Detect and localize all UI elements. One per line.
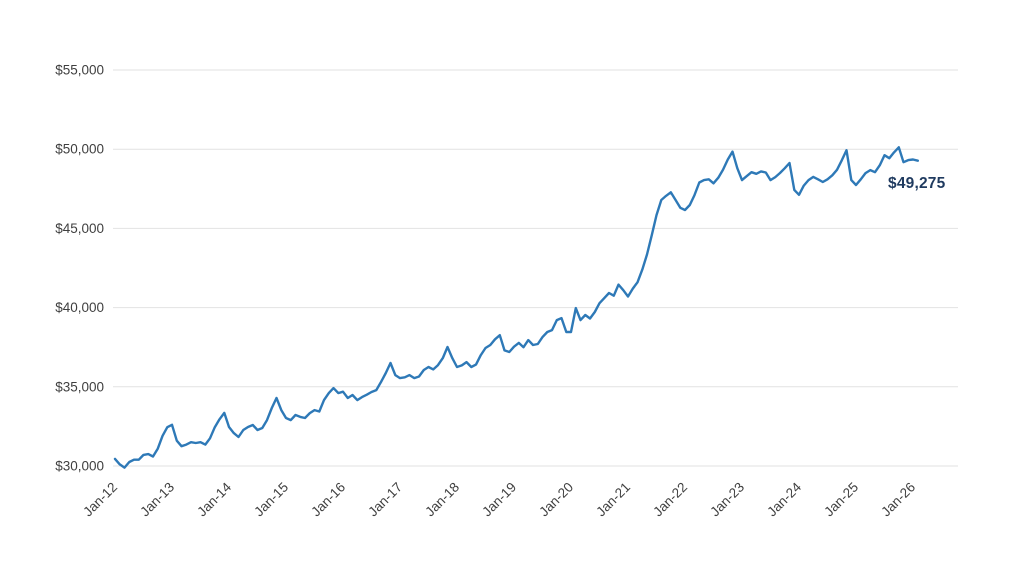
x-tick-label: Jan-26 [878,480,918,520]
x-tick-label: Jan-23 [707,480,747,520]
y-tick-label: $50,000 [55,142,104,157]
x-tick-label: Jan-15 [251,480,291,520]
x-tick-label: Jan-18 [422,480,462,520]
y-tick-label: $45,000 [55,221,104,236]
x-tick-label: Jan-25 [821,480,861,520]
x-tick-label: Jan-21 [593,480,633,520]
y-tick-label: $35,000 [55,379,104,394]
x-tick-label: Jan-17 [365,480,405,520]
y-tick-label: $30,000 [55,459,104,474]
x-tick-label: Jan-12 [80,480,120,520]
y-tick-label: $40,000 [55,300,104,315]
x-tick-label: Jan-13 [137,480,177,520]
last-value-label: $49,275 [888,175,946,192]
x-tick-label: Jan-16 [308,480,348,520]
x-tick-label: Jan-20 [536,480,576,520]
x-tick-label: Jan-22 [650,480,690,520]
data-line [113,146,919,469]
x-tick-label: Jan-19 [479,480,519,520]
x-tick-label: Jan-24 [764,479,804,519]
x-tick-label: Jan-14 [194,479,234,519]
y-tick-label: $55,000 [55,63,104,78]
